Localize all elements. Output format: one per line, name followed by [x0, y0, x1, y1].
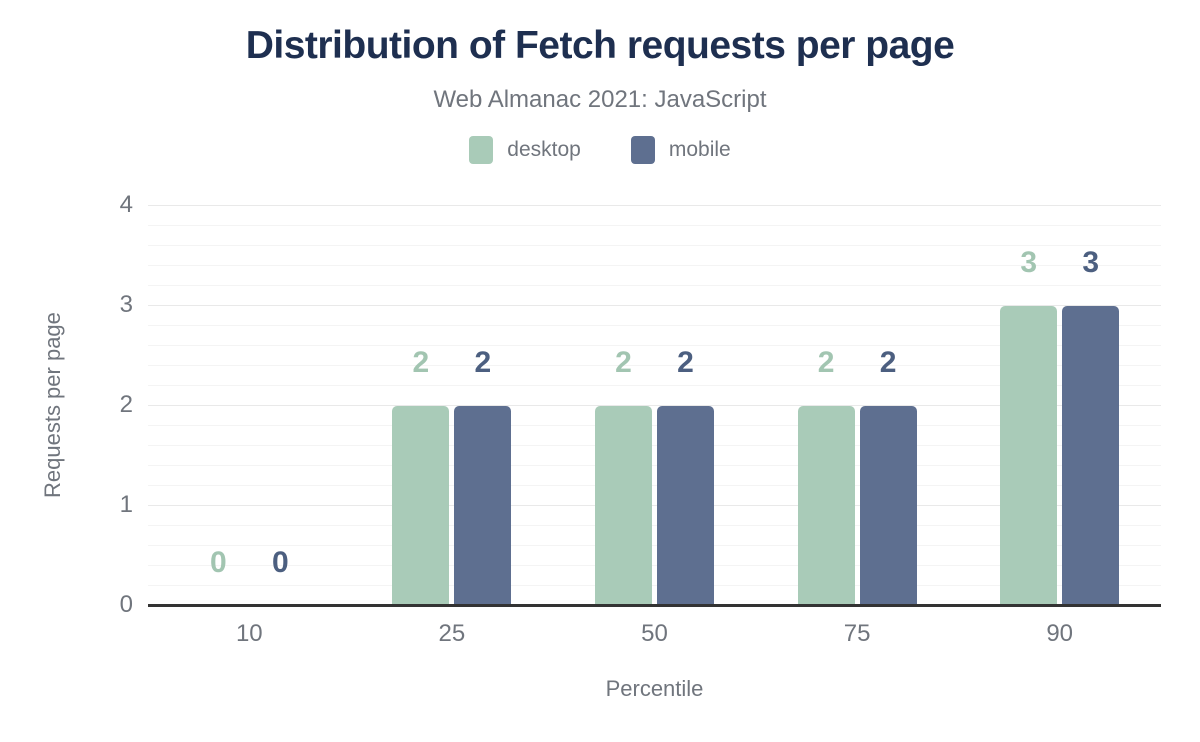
- legend-swatch-mobile: [630, 136, 655, 164]
- y-tick-label: 3: [119, 291, 133, 318]
- desktop-bar-p50: 2: [594, 348, 652, 606]
- legend-item-desktop: desktop: [469, 136, 581, 164]
- mobile-value-label: 3: [1082, 246, 1100, 279]
- desktop-bar-p25: 2: [392, 348, 450, 606]
- mobile-bar-p75: 2: [859, 348, 917, 606]
- legend: desktop mobile: [0, 134, 1200, 166]
- legend-label: mobile: [668, 138, 731, 161]
- legend-swatch-desktop: [469, 136, 494, 164]
- y-tick-label: 2: [119, 391, 133, 418]
- y-tick-label: 0: [119, 591, 133, 618]
- mobile-bar-p90: 3: [1062, 248, 1120, 606]
- desktop-bar-p75: 2: [797, 348, 855, 606]
- chart-subtitle: Web Almanac 2021: JavaScript: [433, 86, 767, 113]
- mobile-bar-p50: 2: [656, 348, 714, 606]
- x-tick-label: 75: [843, 620, 871, 647]
- desktop-value-label: 2: [412, 346, 430, 379]
- desktop-value-label: 0: [209, 546, 227, 579]
- legend-label: desktop: [507, 138, 581, 161]
- mobile-bar-p25: 2: [454, 348, 512, 606]
- desktop-value-label: 2: [817, 346, 835, 379]
- y-tick-label: 4: [119, 191, 133, 218]
- x-axis-line: [148, 604, 1161, 607]
- desktop-bar-p90: 3: [1000, 248, 1058, 606]
- x-tick-label: 50: [641, 620, 668, 647]
- x-axis-title: Percentile: [605, 676, 704, 701]
- mobile-value-label: 2: [677, 346, 694, 379]
- mobile-value-label: 2: [879, 346, 897, 379]
- x-tick-labels: 10 25 50 75 90: [148, 620, 1161, 648]
- x-tick-label: 25: [438, 620, 466, 647]
- desktop-value-label: 3: [1020, 246, 1038, 279]
- chart-title: Distribution of Fetch requests per page: [245, 24, 955, 67]
- y-tick-label: 1: [119, 491, 133, 518]
- x-tick-label: 90: [1046, 620, 1074, 647]
- mobile-value-label: 0: [271, 546, 289, 579]
- mobile-value-label: 2: [474, 346, 492, 379]
- desktop-value-label: 2: [615, 346, 632, 379]
- x-tick-label: 10: [235, 620, 263, 647]
- legend-item-mobile: mobile: [630, 136, 731, 164]
